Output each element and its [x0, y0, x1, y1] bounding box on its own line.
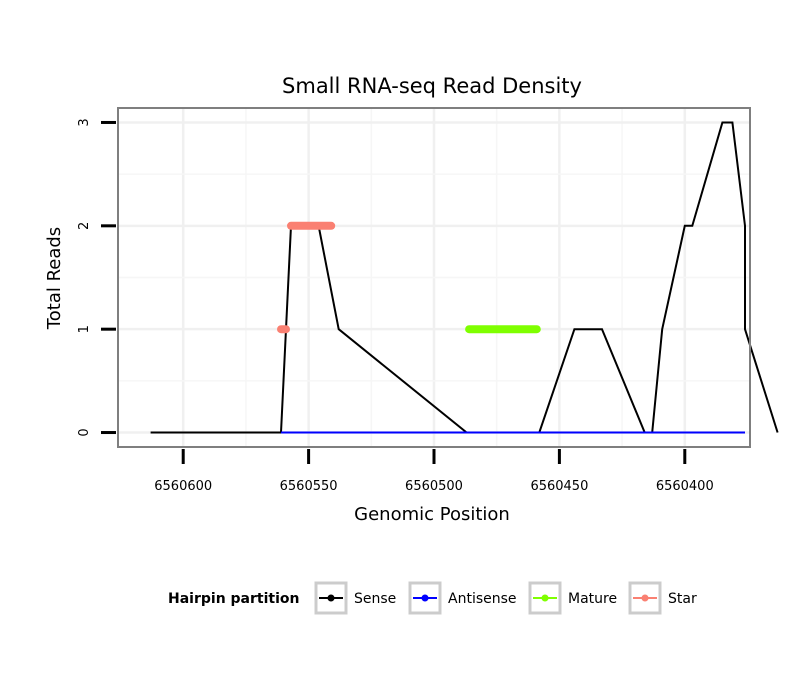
legend: Hairpin partition Sense Antisense Mature Sta…: [168, 581, 697, 615]
x-tick-label: 6560500: [405, 479, 463, 494]
legend-key-dot: [641, 594, 649, 602]
legend-key-dot: [421, 594, 429, 602]
axes: 6560600 6560550 6560500 6560450 6560400 0 1 2 3: [77, 118, 714, 494]
y-tick-label: 2: [77, 222, 92, 230]
x-tick-label: 6560450: [530, 479, 588, 494]
plot-panel-border: [117, 107, 751, 448]
series-line-sense: [150, 121, 779, 434]
x-axis-label: Genomic Position: [354, 504, 510, 525]
x-tick-label: 6560600: [154, 479, 212, 494]
legend-label-sense: Sense: [354, 591, 396, 607]
legend-title: Hairpin partition: [168, 591, 299, 607]
y-tick-label: 0: [77, 428, 92, 436]
legend-label-antisense: Antisense: [448, 591, 517, 607]
x-tick-label: 6560550: [280, 479, 338, 494]
series-lines: [150, 121, 779, 434]
chart-title: Small RNA-seq Read Density: [282, 74, 582, 98]
y-tick-label: 3: [77, 118, 92, 126]
legend-label-mature: Mature: [568, 591, 617, 607]
legend-key-dot: [327, 594, 335, 602]
y-axis-label: Total Reads: [44, 227, 65, 330]
legend-key-dot: [541, 594, 549, 602]
y-tick-label: 1: [77, 325, 92, 333]
x-tick-label: 6560400: [656, 479, 714, 494]
legend-label-star: Star: [668, 591, 697, 607]
